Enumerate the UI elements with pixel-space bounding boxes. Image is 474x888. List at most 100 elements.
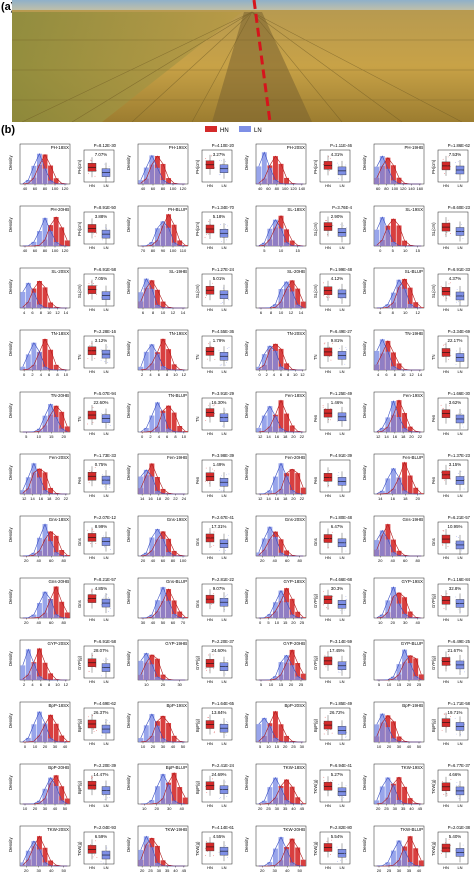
boxplot-ln-point bbox=[109, 722, 110, 724]
boxplot-ln-point bbox=[102, 474, 103, 476]
box-xtick-hn: HN bbox=[89, 555, 95, 560]
boxplot-ln-point bbox=[338, 231, 340, 232]
percent-change: 26.37% bbox=[94, 710, 109, 715]
histogram-bar-ln bbox=[407, 303, 413, 308]
percent-change: 7.07% bbox=[95, 152, 108, 157]
x-tick-label: 60 bbox=[33, 248, 38, 253]
histogram-bar-ln bbox=[36, 428, 42, 432]
histogram-bar-hn bbox=[295, 288, 301, 308]
boxplot-ln-point bbox=[455, 353, 457, 354]
boxplot-ln-point bbox=[340, 859, 342, 861]
x-tick-label: 100 bbox=[180, 558, 187, 563]
box-xtick-hn: HN bbox=[89, 679, 95, 684]
boxplot-hn-point bbox=[449, 405, 450, 407]
density-curve-ln bbox=[258, 405, 304, 433]
boxplot-frame bbox=[319, 707, 351, 741]
x-tick-label: 4 bbox=[377, 372, 380, 377]
histogram-bar-hn bbox=[407, 836, 413, 866]
box-xtick-ln: LN bbox=[339, 679, 344, 684]
boxplot-hn-point bbox=[323, 780, 325, 782]
boxplot-ln-point bbox=[456, 549, 458, 550]
boxplot-ln-point bbox=[100, 348, 102, 350]
box-xtick-ln: LN bbox=[457, 617, 462, 622]
histogram-bar-hn bbox=[53, 178, 59, 184]
density-axis-label: Density bbox=[244, 527, 249, 542]
boxplot-hn-point bbox=[324, 596, 326, 598]
legend-ln-label: LN bbox=[254, 128, 262, 134]
histogram-bar-hn bbox=[289, 240, 295, 246]
boxplot-hn-point bbox=[331, 540, 332, 542]
boxplot-hn-point bbox=[448, 838, 450, 840]
boxplot-ln-point bbox=[100, 604, 102, 606]
boxplot-ln-point bbox=[462, 357, 464, 359]
boxplot-ln-point bbox=[108, 177, 110, 179]
boxplot-hn-point bbox=[329, 157, 331, 159]
histogram-bar-ln bbox=[267, 787, 273, 804]
histogram-bar-ln bbox=[48, 541, 54, 556]
boxplot-ln-point bbox=[345, 668, 347, 669]
histogram-bar-ln bbox=[272, 602, 278, 618]
histogram-bar-hn bbox=[402, 369, 408, 370]
histogram-bar-hn bbox=[284, 413, 290, 432]
boxplot-hn-point bbox=[443, 713, 445, 715]
boxplot-hn-point bbox=[442, 535, 444, 536]
percent-change: 0.75% bbox=[95, 462, 108, 467]
density-curve-hn bbox=[140, 715, 186, 743]
histogram-bar-ln bbox=[278, 428, 284, 432]
p-value: P=2.01E-38 bbox=[448, 825, 471, 830]
x-tick-label: 8 bbox=[40, 310, 43, 315]
boxplot-hn-point bbox=[92, 715, 93, 716]
density-curve-hn bbox=[258, 838, 304, 867]
box-xtick-ln: LN bbox=[457, 555, 462, 560]
x-tick-label: 80 bbox=[62, 558, 67, 563]
boxplot-hn-point bbox=[206, 840, 207, 842]
x-tick-label: 40 bbox=[23, 248, 28, 253]
histogram-bar-ln bbox=[160, 412, 166, 432]
boxplot-hn-point bbox=[446, 225, 447, 227]
boxplot-ln-point bbox=[222, 302, 224, 303]
boxplot-hn-point bbox=[441, 472, 442, 473]
x-tick-label: 100 bbox=[52, 186, 59, 191]
boxplot-hn-point bbox=[326, 844, 328, 846]
p-value: P=1.27E-24 bbox=[212, 267, 235, 272]
boxplot-ln-point bbox=[225, 734, 227, 736]
histogram-bar-ln bbox=[154, 725, 160, 742]
boxplot-ln-point bbox=[345, 298, 347, 300]
boxplot-y-label: GYP(g) bbox=[313, 655, 318, 670]
density-curve-hn bbox=[22, 585, 68, 619]
boxplot-hn-point bbox=[88, 480, 90, 481]
percent-change: 26.72% bbox=[330, 710, 345, 715]
histogram-bar-ln bbox=[267, 167, 273, 184]
boxplot-y-label: Gns bbox=[77, 538, 82, 546]
boxplot-ln-point bbox=[340, 224, 341, 226]
x-tick-label: 2 bbox=[149, 434, 152, 439]
box-xtick-ln: LN bbox=[103, 555, 108, 560]
p-value: P=4.69E-62 bbox=[94, 701, 117, 706]
boxplot-hn-point bbox=[87, 529, 89, 531]
x-tick-label: 30 bbox=[275, 806, 280, 811]
histogram-bar-ln bbox=[31, 292, 37, 308]
percent-change: 8.99% bbox=[95, 524, 108, 529]
x-tick-label: 30 bbox=[43, 806, 48, 811]
boxplot-frame bbox=[83, 707, 115, 741]
boxplot-ln-point bbox=[340, 669, 342, 671]
histogram-bar-ln bbox=[407, 862, 413, 866]
x-tick-label: 40 bbox=[151, 620, 156, 625]
boxplot-frame bbox=[319, 645, 351, 679]
x-tick-label: 20 bbox=[378, 558, 383, 563]
boxplot-ln-point bbox=[222, 544, 224, 546]
histogram-bar-hn bbox=[289, 598, 295, 618]
histogram-bar-ln bbox=[20, 291, 26, 308]
trait-title: SL-BLUP bbox=[405, 269, 423, 274]
boxplot-ln-point bbox=[337, 854, 339, 856]
histogram-bar-ln bbox=[166, 428, 172, 432]
x-tick-label: 100 bbox=[170, 248, 177, 253]
density-axis-label: Density bbox=[244, 217, 249, 232]
histogram-bar-hn bbox=[295, 847, 301, 866]
boxplot-ln-point bbox=[101, 735, 103, 737]
boxplot-ln-point bbox=[346, 598, 348, 600]
histogram-bar-ln bbox=[149, 476, 155, 494]
box-xtick-hn: HN bbox=[325, 741, 331, 746]
